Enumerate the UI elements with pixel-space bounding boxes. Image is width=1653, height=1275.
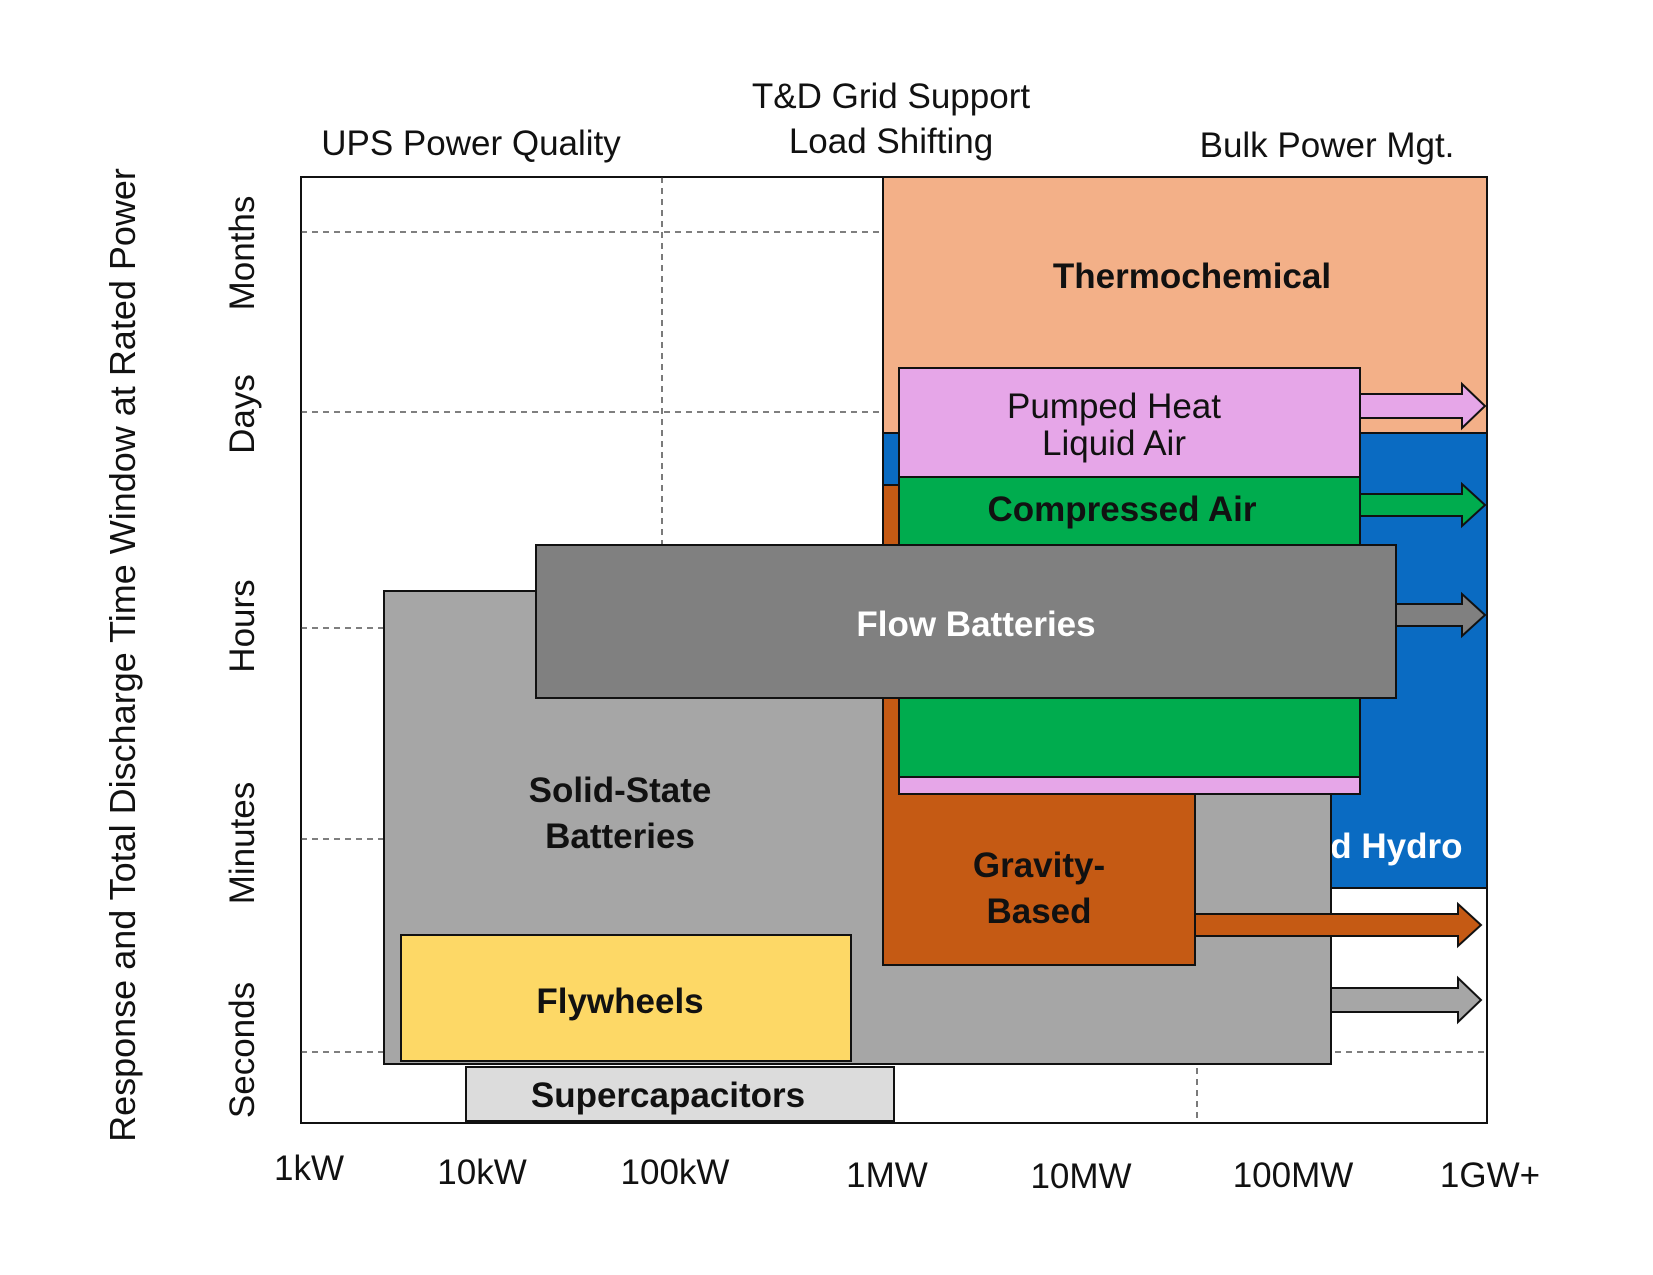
y-axis-title: Response and Total Discharge Time Window… [102, 168, 143, 1142]
y-tick-days: Days [223, 374, 262, 454]
label-supercapacitors: Supercapacitors [531, 1076, 805, 1115]
y-tick-minutes: Minutes [223, 782, 262, 905]
x-tick-1mw: 1MW [846, 1156, 928, 1195]
arrow-flow-batteries [1395, 591, 1487, 639]
region-supercapacitors [465, 1066, 895, 1122]
label-pumped-heat-line2: Liquid Air [1042, 424, 1186, 463]
arrow-pumped-heat [1359, 381, 1487, 431]
header-td-grid-support-line1: T&D Grid Support [752, 77, 1030, 116]
label-compressed-air: Compressed Air [987, 490, 1256, 529]
x-tick-1gw: 1GW+ [1440, 1156, 1540, 1195]
label-gravity-line1: Gravity- [973, 846, 1105, 885]
label-flywheels: Flywheels [536, 982, 703, 1021]
arrow-solid-state [1330, 975, 1483, 1025]
x-tick-100mw: 100MW [1233, 1156, 1354, 1195]
arrow-gravity-based [1194, 901, 1483, 949]
arrow-compressed-air [1359, 481, 1487, 529]
header-bulk-power-mgt: Bulk Power Mgt. [1200, 126, 1455, 165]
x-tick-10kw: 10kW [437, 1153, 526, 1192]
label-pumped-heat-line1: Pumped Heat [1007, 387, 1221, 426]
label-solid-state-line2: Batteries [545, 817, 695, 856]
header-ups-power-quality: UPS Power Quality [321, 124, 621, 163]
x-tick-100kw: 100kW [621, 1153, 730, 1192]
region-pumped-heat-top [898, 367, 1361, 478]
label-flow-batteries: Flow Batteries [856, 605, 1095, 644]
y-tick-seconds: Seconds [223, 982, 262, 1118]
x-tick-1kw: 1kW [274, 1149, 344, 1188]
y-tick-hours: Hours [223, 579, 262, 672]
x-tick-10mw: 10MW [1030, 1157, 1131, 1196]
header-td-grid-support-line2: Load Shifting [789, 122, 993, 161]
label-thermochemical: Thermochemical [1053, 257, 1331, 296]
region-flow-batteries [535, 544, 1397, 699]
label-gravity-line2: Based [986, 892, 1091, 931]
y-tick-months: Months [223, 196, 262, 311]
region-flywheels [400, 934, 852, 1062]
label-solid-state-line1: Solid-State [529, 771, 712, 810]
